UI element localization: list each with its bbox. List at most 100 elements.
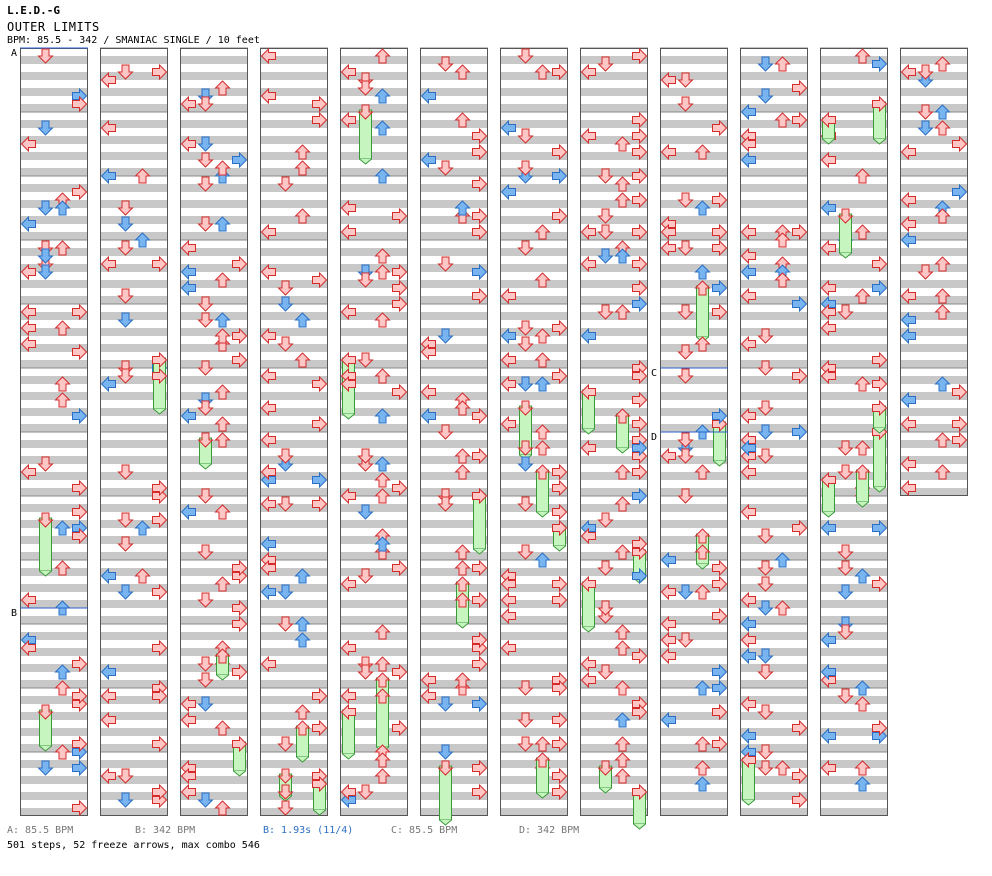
step-arrow-right xyxy=(552,503,568,521)
beat-band xyxy=(660,776,728,784)
beat-band xyxy=(260,184,328,192)
beat-band xyxy=(500,664,568,672)
step-arrow-right xyxy=(152,367,168,385)
beat-band xyxy=(260,328,328,336)
freeze-arrow-tail xyxy=(839,252,852,259)
beat-band xyxy=(420,200,488,208)
step-arrow-right xyxy=(152,255,168,273)
beat-band xyxy=(340,392,408,400)
step-arrow-left xyxy=(820,151,836,169)
beat-band xyxy=(660,616,728,624)
beat-band xyxy=(420,792,488,800)
beat-band xyxy=(500,264,568,272)
beat-band xyxy=(20,568,88,576)
step-arrow-down xyxy=(757,760,774,776)
beat-band xyxy=(500,152,568,160)
step-arrow-left xyxy=(820,519,836,537)
beat-band xyxy=(180,680,248,688)
beat-band xyxy=(180,200,248,208)
step-arrow-down xyxy=(197,176,214,192)
beat-band xyxy=(340,248,408,256)
beat-band xyxy=(580,184,648,192)
freeze-arrow-tail xyxy=(873,486,886,493)
beat-band xyxy=(820,376,888,384)
beat-band xyxy=(820,264,888,272)
beat-band xyxy=(20,520,88,528)
freeze-arrow-tail xyxy=(216,674,229,681)
step-arrow-down xyxy=(437,744,454,760)
beat-band xyxy=(260,616,328,624)
step-arrow-right xyxy=(72,183,88,201)
step-arrow-right xyxy=(72,407,88,425)
beat-band xyxy=(100,760,168,768)
beat-band xyxy=(20,56,88,64)
beat-band xyxy=(180,344,248,352)
step-arrow-down xyxy=(357,272,374,288)
beat-band xyxy=(100,520,168,528)
beat-band xyxy=(820,520,888,528)
step-arrow-up xyxy=(534,440,551,456)
step-arrow-down xyxy=(917,64,934,80)
beat-band xyxy=(660,568,728,576)
step-arrow-left xyxy=(260,463,276,481)
step-arrow-up xyxy=(294,616,311,632)
step-arrow-down xyxy=(197,296,214,312)
beat-band xyxy=(340,424,408,432)
step-arrow-up xyxy=(614,304,631,320)
beat-band xyxy=(500,72,568,80)
beat-band xyxy=(500,456,568,464)
step-arrow-right xyxy=(472,655,488,673)
step-arrow-up xyxy=(374,264,391,280)
beat-band xyxy=(660,488,728,496)
beat-band xyxy=(500,536,568,544)
step-arrow-down xyxy=(597,248,614,264)
chart-info: BPM: 85.5 - 342 / SMANIAC SINGLE / 10 fe… xyxy=(7,35,260,46)
beat-band xyxy=(340,616,408,624)
step-arrow-right xyxy=(552,591,568,609)
step-arrow-right xyxy=(232,735,248,753)
beat-band xyxy=(820,152,888,160)
beat-band xyxy=(660,424,728,432)
step-arrow-up xyxy=(534,464,551,480)
beat-band xyxy=(20,456,88,464)
beat-band xyxy=(340,760,408,768)
step-arrow-down xyxy=(757,744,774,760)
beat-band xyxy=(420,280,488,288)
step-arrow-right xyxy=(392,263,408,281)
step-arrow-right xyxy=(552,575,568,593)
step-arrow-up xyxy=(54,560,71,576)
step-arrow-right xyxy=(552,319,568,337)
step-arrow-down xyxy=(757,664,774,680)
beat-band xyxy=(740,664,808,672)
beat-band xyxy=(820,440,888,448)
step-arrow-up xyxy=(54,240,71,256)
step-arrow-right xyxy=(952,415,968,433)
step-arrow-up xyxy=(134,232,151,248)
step-arrow-right xyxy=(792,295,808,313)
beat-band xyxy=(740,680,808,688)
step-arrow-up xyxy=(214,576,231,592)
step-arrow-left xyxy=(20,319,36,337)
beat-band xyxy=(500,424,568,432)
beat-band xyxy=(260,264,328,272)
step-arrow-left xyxy=(180,407,196,425)
step-arrow-left xyxy=(100,167,116,185)
step-arrow-right xyxy=(712,575,728,593)
freeze-arrow-tail xyxy=(473,548,486,555)
beat-band xyxy=(820,760,888,768)
step-arrow-right xyxy=(152,783,168,801)
step-arrow-right xyxy=(552,519,568,537)
beat-band xyxy=(580,216,648,224)
step-arrow-right xyxy=(872,519,888,537)
step-arrow-down xyxy=(517,376,534,392)
step-arrow-left xyxy=(500,327,516,345)
step-arrow-up xyxy=(774,760,791,776)
step-arrow-left xyxy=(100,663,116,681)
beat-band xyxy=(420,264,488,272)
beat-band xyxy=(420,728,488,736)
step-arrow-down xyxy=(517,680,534,696)
step-arrow-down xyxy=(757,328,774,344)
step-arrow-right xyxy=(712,191,728,209)
beat-band xyxy=(180,168,248,176)
step-arrow-left xyxy=(180,263,196,281)
